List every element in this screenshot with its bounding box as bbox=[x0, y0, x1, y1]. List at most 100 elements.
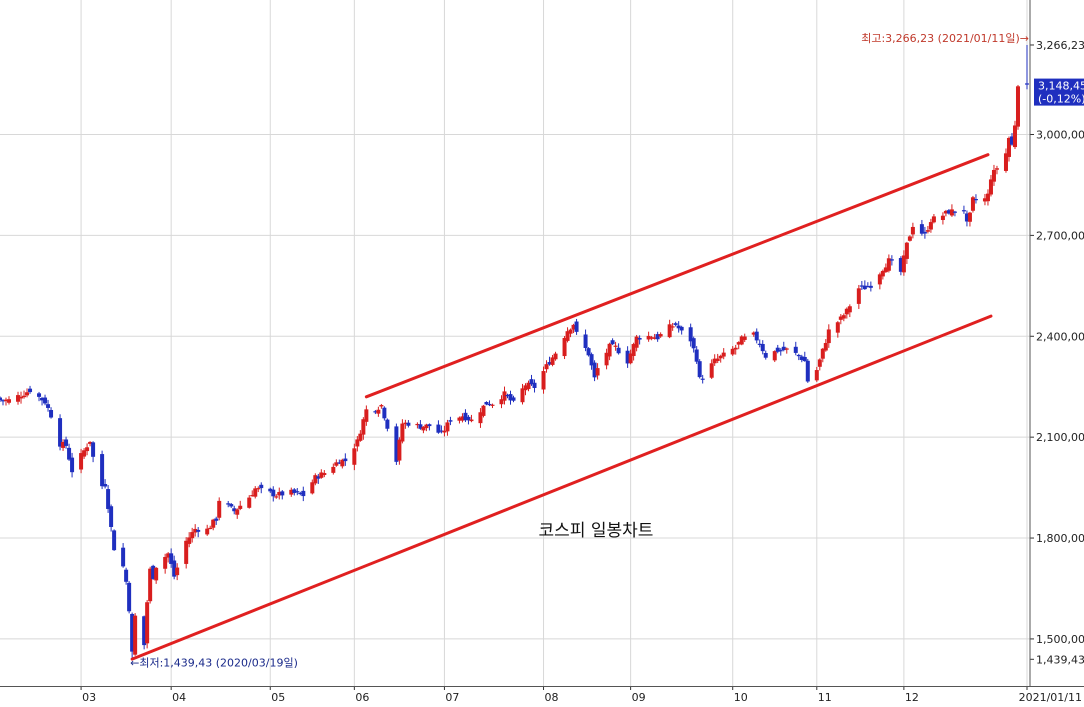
candle-body bbox=[130, 613, 135, 652]
candle-body bbox=[844, 308, 849, 315]
candle-body bbox=[595, 368, 600, 376]
candle-body bbox=[361, 419, 366, 435]
candle-body bbox=[1, 400, 6, 402]
candle-body bbox=[163, 556, 168, 569]
candle-body bbox=[760, 344, 765, 352]
candle-body bbox=[28, 388, 33, 393]
candle-body bbox=[421, 426, 426, 431]
candle-body bbox=[319, 472, 324, 478]
candle-body bbox=[193, 528, 198, 533]
candle-body bbox=[355, 439, 360, 447]
candle-body bbox=[982, 198, 987, 202]
candle-body bbox=[739, 336, 744, 345]
x-tick-label: 12 bbox=[905, 691, 919, 704]
trendline-lower bbox=[130, 314, 993, 661]
candle-body bbox=[109, 506, 114, 527]
candle-body bbox=[1012, 125, 1017, 148]
candle-body bbox=[196, 529, 201, 532]
candle-body bbox=[340, 459, 345, 467]
candle-body bbox=[511, 397, 516, 401]
candle-body bbox=[646, 335, 651, 340]
candle-body bbox=[961, 210, 966, 212]
candle-body bbox=[25, 392, 30, 396]
candle-body bbox=[544, 364, 549, 370]
candle-body bbox=[691, 338, 696, 349]
candle-body bbox=[37, 393, 42, 397]
max-annotation: 최고:3,266,23 (2021/01/11일)→ bbox=[861, 31, 1029, 45]
candle-body bbox=[991, 169, 996, 182]
candle-body bbox=[607, 343, 612, 357]
candle-body bbox=[943, 210, 948, 214]
y-tick-label: 3,266,23 bbox=[1036, 39, 1084, 52]
candle-body bbox=[784, 348, 789, 350]
candle-body bbox=[970, 197, 975, 211]
candle-body bbox=[952, 211, 957, 213]
candle-body bbox=[58, 418, 63, 447]
candle-body bbox=[142, 616, 147, 646]
candle-body bbox=[133, 615, 138, 655]
candle-body bbox=[712, 358, 717, 364]
candle-body bbox=[106, 489, 111, 509]
candle-body bbox=[214, 518, 219, 521]
candle-body bbox=[505, 394, 510, 397]
candle-body bbox=[250, 495, 255, 497]
candle-body bbox=[880, 270, 885, 277]
candle-body bbox=[217, 500, 222, 518]
candle-body bbox=[859, 285, 864, 287]
candle-body bbox=[226, 503, 231, 505]
candle-body bbox=[40, 397, 45, 401]
candle-body bbox=[907, 236, 912, 241]
candle-body bbox=[211, 519, 216, 528]
candle-body bbox=[64, 439, 69, 446]
candle-body bbox=[469, 419, 474, 422]
y-tick-label: 1,439,43 bbox=[1036, 653, 1084, 666]
candle-body bbox=[298, 492, 303, 495]
candle-body bbox=[568, 329, 573, 334]
candle-body bbox=[637, 337, 642, 340]
candle-body bbox=[460, 416, 465, 421]
candle-body bbox=[4, 399, 9, 402]
candle-body bbox=[43, 397, 48, 404]
candle-body bbox=[424, 424, 429, 429]
candle-body bbox=[187, 537, 192, 544]
candle-body bbox=[523, 385, 528, 391]
min-annotation: ←최저:1,439,43 (2020/03/19일) bbox=[130, 655, 298, 669]
trendlines bbox=[130, 153, 993, 661]
candle-body bbox=[91, 442, 96, 457]
candle-body bbox=[757, 343, 762, 345]
x-tick-label: 06 bbox=[355, 691, 369, 704]
candle-body bbox=[778, 350, 783, 352]
y-tick-label: 2,100,00 bbox=[1036, 431, 1084, 444]
x-tick-label: 09 bbox=[632, 691, 646, 704]
candle-body bbox=[418, 424, 423, 429]
candle-body bbox=[400, 423, 405, 442]
candle-body bbox=[610, 340, 615, 345]
candle-body bbox=[0, 397, 2, 401]
candle-body bbox=[670, 326, 675, 328]
candle-body bbox=[439, 430, 444, 432]
candle-body bbox=[736, 342, 741, 345]
candle-body bbox=[385, 419, 390, 429]
x-tick-label: 03 bbox=[82, 691, 96, 704]
candle-body bbox=[148, 568, 153, 602]
candle-body bbox=[985, 193, 990, 202]
candle-body bbox=[313, 475, 318, 484]
candle-body bbox=[838, 316, 843, 320]
candle-body bbox=[82, 450, 87, 457]
candle-body bbox=[877, 274, 882, 285]
candle-body bbox=[793, 346, 798, 353]
candle-body bbox=[616, 347, 621, 354]
candle-body bbox=[529, 379, 534, 385]
candle-body bbox=[292, 489, 297, 493]
x-tick-label: 04 bbox=[172, 691, 186, 704]
candle-body bbox=[631, 344, 636, 356]
candle-body bbox=[628, 353, 633, 364]
candle-body bbox=[781, 346, 786, 351]
candle-body bbox=[382, 407, 387, 419]
candle-body bbox=[709, 363, 714, 378]
candle-body bbox=[301, 490, 306, 497]
candle-body bbox=[910, 226, 915, 235]
x-tick-label: 08 bbox=[545, 691, 559, 704]
plot-background bbox=[0, 0, 1030, 686]
